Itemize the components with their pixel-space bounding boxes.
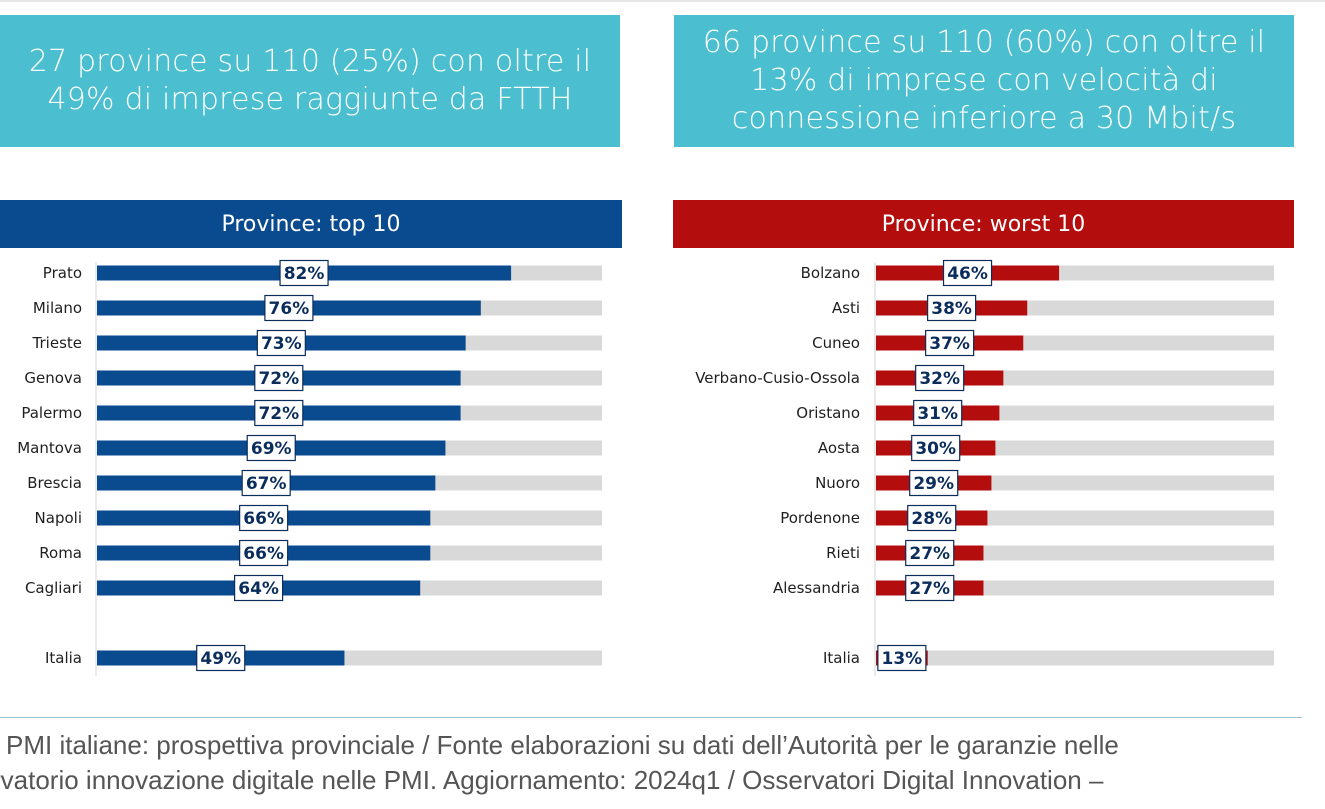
data-label-box — [234, 574, 284, 602]
source-footer: PMI italiane: prospettiva provinciale / … — [0, 728, 1325, 809]
data-label-box — [905, 574, 955, 602]
data-label: 49% — [200, 649, 241, 669]
data-label: 72% — [258, 404, 299, 424]
data-label: 76% — [269, 299, 310, 319]
data-label: 31% — [917, 404, 958, 424]
footer-line-2: rvatorio innovazione digitale nelle PMI.… — [0, 765, 1104, 795]
data-label-box — [254, 399, 304, 427]
data-label-box — [927, 294, 977, 322]
data-label: 66% — [243, 544, 284, 564]
category-label: Napoli — [35, 509, 82, 527]
data-label: 28% — [911, 509, 952, 529]
data-label: 46% — [947, 264, 988, 284]
data-label: 32% — [919, 369, 960, 389]
data-label: 67% — [246, 474, 287, 494]
data-label-box — [239, 539, 289, 567]
category-label: Oristano — [796, 404, 860, 422]
data-label-box — [196, 644, 246, 672]
data-label: 30% — [915, 439, 956, 459]
callout-ftth: 27 province su 110 (25%) con oltre il 49… — [0, 15, 620, 147]
category-label: Cuneo — [812, 334, 860, 352]
chart-title-worst10: Province: worst 10 — [673, 200, 1294, 248]
category-label: Italia — [823, 649, 860, 667]
data-label: 27% — [909, 544, 950, 564]
data-label-box — [279, 259, 329, 287]
category-label: Trieste — [32, 334, 82, 352]
category-label: Pordenone — [780, 509, 860, 527]
callout-ftth-line-2: 49% di imprese raggiunte da FTTH — [47, 82, 573, 117]
data-label: 72% — [258, 369, 299, 389]
data-label: 29% — [913, 474, 954, 494]
category-label: Palermo — [21, 404, 82, 422]
data-label-box — [239, 504, 289, 532]
callout-slow-connection: 66 province su 110 (60%) con oltre il 13… — [674, 15, 1294, 147]
category-label: Brescia — [27, 474, 82, 492]
data-label-box — [877, 644, 927, 672]
category-label: Rieti — [826, 544, 860, 562]
data-label-box — [942, 259, 993, 287]
data-label-box — [911, 434, 961, 462]
callout-slow-line-1: 66 province su 110 (60%) con oltre il — [702, 25, 1266, 60]
bar-track — [876, 650, 1274, 666]
category-label: Prato — [43, 264, 82, 282]
category-label: Bolzano — [801, 264, 860, 282]
category-label: Milano — [33, 299, 82, 317]
province-bar-charts: Prato 82% Milano 76% Trieste 73% Genova 72% Pale… — [17, 259, 1274, 676]
category-label: Cagliari — [25, 579, 82, 597]
category-label: Aosta — [818, 439, 860, 457]
data-label-box — [925, 329, 975, 357]
category-label: Mantova — [17, 439, 82, 457]
category-label: Alessandria — [773, 579, 860, 597]
data-label-box — [264, 294, 314, 322]
data-label-box — [915, 364, 965, 392]
data-label: 13% — [882, 649, 923, 669]
callout-slow-line-3: connessione inferiore a 30 Mbit/s — [731, 101, 1237, 136]
category-label: Nuoro — [815, 474, 860, 492]
footer-divider — [0, 717, 1302, 718]
data-label: 38% — [931, 299, 972, 319]
callout-slow-line-2: 13% di imprese con velocità di — [750, 63, 1218, 98]
data-label-box — [246, 434, 296, 462]
footer-line-1: PMI italiane: prospettiva provinciale / … — [6, 730, 1119, 760]
category-label: Asti — [832, 299, 860, 317]
chart-title-top10: Province: top 10 — [0, 200, 622, 248]
category-label: Italia — [45, 649, 82, 667]
data-label-box — [905, 539, 955, 567]
data-label: 64% — [238, 579, 279, 599]
data-label: 82% — [284, 264, 325, 284]
category-label: Verbano-Cusio-Ossola — [695, 369, 860, 387]
data-label-box — [254, 364, 304, 392]
data-label: 73% — [261, 334, 302, 354]
top-divider — [0, 0, 1325, 2]
category-label: Roma — [39, 544, 82, 562]
data-label-box — [256, 329, 306, 357]
data-label: 37% — [929, 334, 970, 354]
data-label-box — [241, 469, 291, 497]
data-label-box — [909, 469, 959, 497]
data-label-box — [913, 399, 963, 427]
category-label: Genova — [24, 369, 82, 387]
data-label: 69% — [251, 439, 292, 459]
callout-ftth-line-1: 27 province su 110 (25%) con oltre il — [28, 44, 592, 79]
data-label: 66% — [243, 509, 284, 529]
data-label-box — [907, 504, 957, 532]
data-label: 27% — [909, 579, 950, 599]
